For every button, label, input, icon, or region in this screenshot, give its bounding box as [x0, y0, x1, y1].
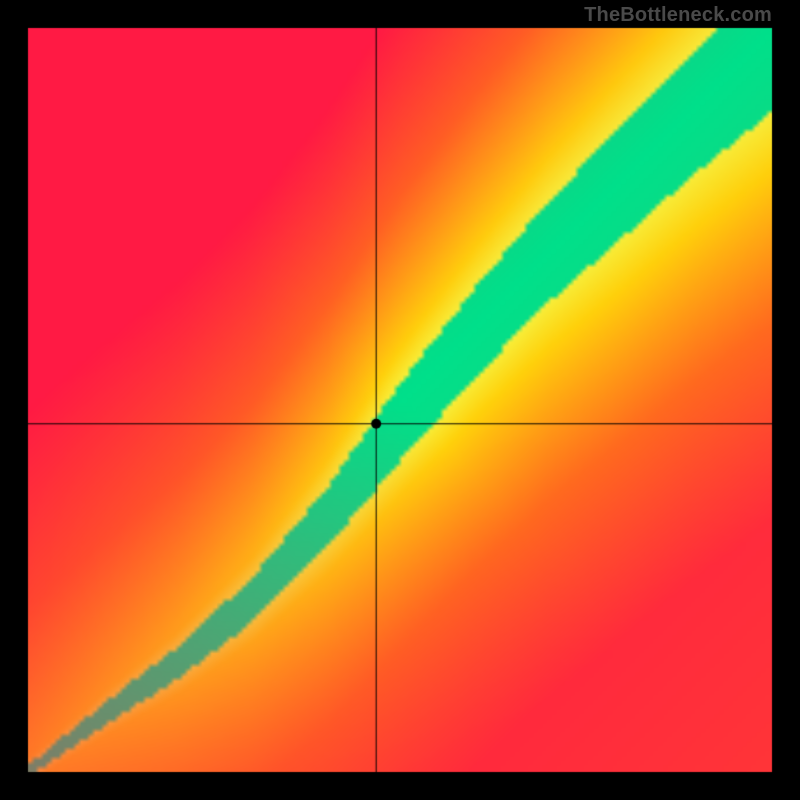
watermark-text: TheBottleneck.com [584, 4, 772, 27]
bottleneck-heatmap [0, 0, 800, 800]
